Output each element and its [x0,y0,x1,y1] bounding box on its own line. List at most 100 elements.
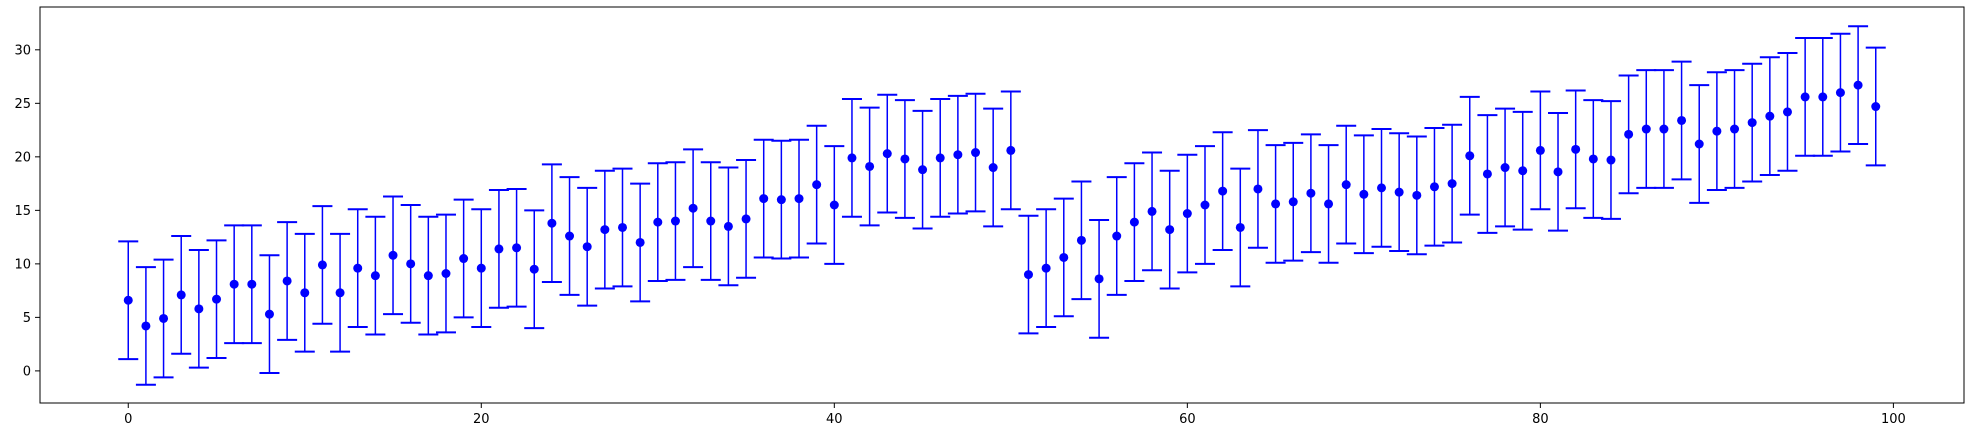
data-point [1606,155,1616,165]
data-point [441,268,451,278]
data-point [1076,235,1086,245]
data-point [1482,169,1492,179]
data-point [1712,126,1722,136]
data-point [1235,222,1245,232]
data-point [1518,166,1528,176]
data-point [1394,187,1404,197]
plot-marks [118,25,1886,386]
data-point [741,214,751,224]
data-point [1659,124,1669,134]
data-point [494,244,504,254]
data-point [600,225,610,235]
data-point [1535,145,1545,155]
data-point [582,242,592,252]
data-point [1200,200,1210,210]
data-point [370,271,380,281]
x-tick-label: 0 [124,412,132,427]
data-point [1747,118,1757,128]
y-tick-label: 25 [14,97,31,112]
data-point [935,153,945,163]
data-point [706,216,716,226]
data-point [971,148,981,158]
data-point [423,271,433,281]
data-point [1165,225,1175,235]
data-point [1306,188,1316,198]
data-point [1377,183,1387,193]
data-point [406,259,416,269]
data-point [1253,184,1263,194]
data-point [1588,154,1598,164]
data-point [1006,145,1016,155]
axes: 0 20 40 60 80 100 0 5 10 15 20 25 30 [14,6,1965,427]
data-point [1571,144,1581,154]
data-point [282,276,292,286]
data-point [988,163,998,173]
data-point [1041,263,1051,273]
y-tick-label: 5 [23,311,31,326]
data-point [247,279,257,289]
data-point [141,321,151,331]
data-point [1288,197,1298,207]
data-point [1023,270,1033,280]
data-point [1765,111,1775,121]
data-point [1782,107,1792,117]
y-tick-label: 30 [14,43,31,58]
data-point [1341,180,1351,190]
data-point [194,304,204,314]
data-point [1359,189,1369,199]
data-point [617,222,627,232]
data-point [670,216,680,226]
data-point [1800,92,1810,102]
data-point [176,290,186,300]
x-tick-label: 100 [1881,412,1906,427]
data-point [300,288,310,298]
data-point [1818,92,1828,102]
data-point [1677,115,1687,125]
data-point [759,194,769,204]
data-point [317,260,327,270]
data-point [1694,139,1704,149]
data-point [1553,167,1563,177]
data-point [688,203,698,213]
data-point [1465,151,1475,161]
data-point [565,231,575,241]
data-point [476,263,486,273]
data-point [1059,252,1069,262]
data-point [776,195,786,205]
data-point [1835,88,1845,98]
data-point [635,237,645,247]
y-tick-label: 0 [23,364,31,379]
plot-frame [39,6,1965,404]
data-point [1324,199,1334,209]
data-point [1853,80,1863,90]
data-point [900,154,910,164]
data-point [529,264,539,274]
data-point [229,279,239,289]
y-tick-label: 20 [14,150,31,165]
data-point [1500,163,1510,173]
data-point [547,218,557,228]
x-tick-label: 80 [1532,412,1549,427]
data-point [1412,190,1422,200]
data-point [1871,102,1881,112]
data-point [812,180,822,190]
y-tick-label: 15 [14,204,31,219]
data-point [1730,124,1740,134]
data-point [865,161,875,171]
data-point [847,153,857,163]
data-point [353,263,363,273]
data-point [1094,274,1104,284]
data-point [1147,206,1157,216]
data-point [1641,124,1651,134]
data-point [1112,231,1122,241]
data-point [1182,209,1192,219]
data-point [918,165,928,175]
data-point [1429,182,1439,192]
data-point [1218,186,1228,196]
data-point [723,221,733,231]
x-tick-label: 40 [826,412,843,427]
data-point [1129,217,1139,227]
data-point [829,200,839,210]
